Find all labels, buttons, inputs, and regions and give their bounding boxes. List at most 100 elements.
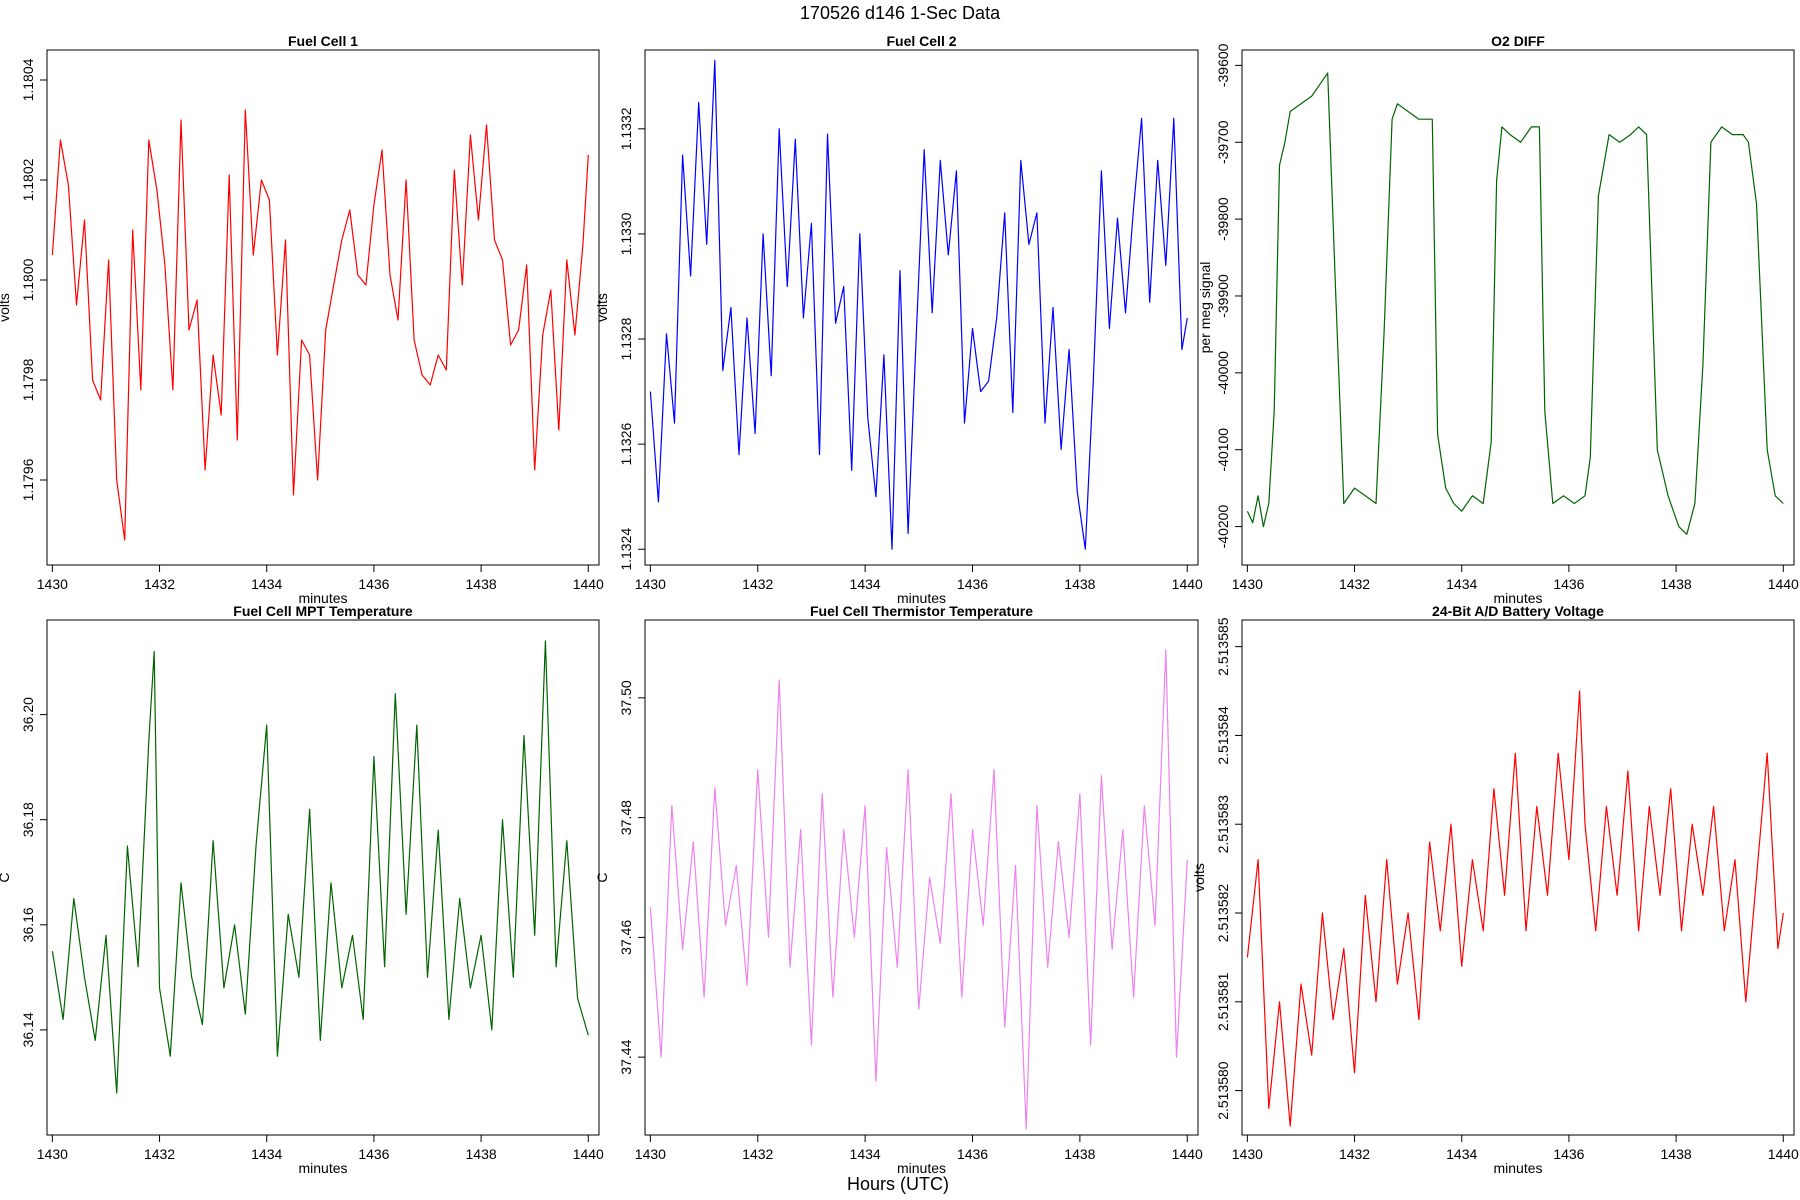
y-tick-label: 1.1324 bbox=[618, 528, 634, 571]
y-tick-label: 2.513582 bbox=[1215, 884, 1231, 943]
chart-panel: Fuel Cell MPT Temperature 1430 1432 1434 143… bbox=[0, 603, 604, 1176]
y-axis-label: C bbox=[594, 872, 610, 882]
chart-panel: Fuel Cell Thermistor Temperature 1430 1432… bbox=[594, 603, 1203, 1176]
x-tick-label: 1436 bbox=[358, 1146, 389, 1162]
y-tick-label: 1.1796 bbox=[20, 458, 36, 501]
x-tick-label: 1436 bbox=[358, 576, 389, 592]
y-tick-label: -39800 bbox=[1215, 197, 1231, 241]
series-line bbox=[51, 109, 589, 541]
x-tick-label: 1436 bbox=[957, 1146, 988, 1162]
x-tick-label: 1430 bbox=[635, 1146, 666, 1162]
figure-footer-label: Hours (UTC) bbox=[847, 1174, 949, 1194]
x-tick-label: 1440 bbox=[573, 1146, 604, 1162]
x-tick-label: 1432 bbox=[742, 1146, 773, 1162]
x-tick-label: 1432 bbox=[144, 576, 175, 592]
plot-frame bbox=[46, 49, 600, 566]
y-tick-label: -40100 bbox=[1215, 428, 1231, 472]
y-tick-label: 37.50 bbox=[618, 680, 634, 715]
y-tick-label: 1.1800 bbox=[20, 258, 36, 301]
y-tick-label: 1.1798 bbox=[20, 358, 36, 401]
x-tick-label: 1436 bbox=[1553, 1146, 1584, 1162]
y-axis-label: volts bbox=[1191, 863, 1207, 892]
panel-title: Fuel Cell 1 bbox=[288, 33, 358, 49]
x-tick-label: 1434 bbox=[251, 576, 282, 592]
plot-frame bbox=[644, 619, 1199, 1136]
x-tick-label: 1438 bbox=[1064, 1146, 1095, 1162]
x-tick-label: 1438 bbox=[1661, 1146, 1692, 1162]
series-line bbox=[1246, 72, 1784, 535]
y-tick-label: -39700 bbox=[1215, 120, 1231, 164]
y-axis-label: volts bbox=[594, 293, 610, 322]
chart-panel: Fuel Cell 2 1430 1432 1434 1436 1438 1440 minut… bbox=[594, 33, 1203, 606]
y-tick-label: 2.513581 bbox=[1215, 972, 1231, 1031]
panels-group: Fuel Cell 1 1430 1432 1434 1436 1438 1440 minut… bbox=[0, 33, 1799, 1176]
y-tick-label: -40000 bbox=[1215, 351, 1231, 395]
chart-panel: 24-Bit A/D Battery Voltage 1430 1432 1434 14… bbox=[1191, 603, 1799, 1176]
x-axis-label: minutes bbox=[298, 1160, 347, 1176]
panel-title: Fuel Cell 2 bbox=[886, 33, 956, 49]
figure-title: 170526 d146 1-Sec Data bbox=[800, 3, 1001, 23]
series-line bbox=[649, 59, 1188, 550]
series-line bbox=[649, 649, 1188, 1130]
x-tick-label: 1434 bbox=[1446, 1146, 1477, 1162]
x-tick-label: 1440 bbox=[1768, 576, 1799, 592]
y-tick-label: 36.20 bbox=[20, 697, 36, 732]
x-axis-label: minutes bbox=[298, 590, 347, 606]
x-tick-label: 1430 bbox=[1232, 1146, 1263, 1162]
y-tick-label: 1.1802 bbox=[20, 158, 36, 201]
x-tick-label: 1434 bbox=[1446, 576, 1477, 592]
x-tick-label: 1434 bbox=[251, 1146, 282, 1162]
y-tick-label: 1.1804 bbox=[20, 58, 36, 101]
chart-panel: Fuel Cell 1 1430 1432 1434 1436 1438 1440 minut… bbox=[0, 33, 604, 606]
y-tick-label: 1.1326 bbox=[618, 423, 634, 466]
y-tick-label: 2.513580 bbox=[1215, 1061, 1231, 1120]
x-tick-label: 1430 bbox=[1232, 576, 1263, 592]
y-tick-label: 2.513585 bbox=[1215, 617, 1231, 676]
x-axis-label: minutes bbox=[1493, 1160, 1542, 1176]
y-tick-label: 36.18 bbox=[20, 802, 36, 837]
y-axis-label: per meg signal bbox=[1197, 262, 1213, 354]
y-tick-label: 1.1328 bbox=[618, 317, 634, 360]
x-tick-label: 1438 bbox=[1661, 576, 1692, 592]
series-line bbox=[1246, 690, 1784, 1127]
y-tick-label: 36.16 bbox=[20, 907, 36, 942]
x-tick-label: 1436 bbox=[957, 576, 988, 592]
x-tick-label: 1434 bbox=[850, 1146, 881, 1162]
x-tick-label: 1432 bbox=[1339, 576, 1370, 592]
x-tick-label: 1430 bbox=[37, 1146, 68, 1162]
x-tick-label: 1438 bbox=[1064, 576, 1095, 592]
x-tick-label: 1440 bbox=[1172, 1146, 1203, 1162]
x-tick-label: 1432 bbox=[742, 576, 773, 592]
x-tick-label: 1430 bbox=[635, 576, 666, 592]
plot-frame bbox=[644, 49, 1199, 566]
x-tick-label: 1440 bbox=[1172, 576, 1203, 592]
x-tick-label: 1438 bbox=[466, 576, 497, 592]
x-axis-label: minutes bbox=[897, 590, 946, 606]
x-tick-label: 1440 bbox=[573, 576, 604, 592]
y-tick-label: -39900 bbox=[1215, 274, 1231, 318]
y-tick-label: 37.46 bbox=[618, 920, 634, 955]
x-axis-label: minutes bbox=[897, 1160, 946, 1176]
y-tick-label: 36.14 bbox=[20, 1012, 36, 1047]
plot-frame bbox=[46, 619, 600, 1136]
x-tick-label: 1438 bbox=[466, 1146, 497, 1162]
y-tick-label: 2.513583 bbox=[1215, 795, 1231, 854]
y-tick-label: 37.48 bbox=[618, 800, 634, 835]
x-tick-label: 1432 bbox=[144, 1146, 175, 1162]
chart-panel: O2 DIFF 1430 1432 1434 1436 1438 1440 minutes -3… bbox=[1197, 33, 1799, 606]
x-tick-label: 1432 bbox=[1339, 1146, 1370, 1162]
panel-title: Fuel Cell Thermistor Temperature bbox=[810, 603, 1033, 619]
x-tick-label: 1430 bbox=[37, 576, 68, 592]
panel-title: O2 DIFF bbox=[1491, 33, 1545, 49]
y-tick-label: -39600 bbox=[1215, 43, 1231, 87]
x-tick-label: 1440 bbox=[1768, 1146, 1799, 1162]
y-tick-label: -40200 bbox=[1215, 505, 1231, 549]
y-tick-label: 1.1332 bbox=[618, 107, 634, 150]
y-tick-label: 1.1330 bbox=[618, 212, 634, 255]
panel-title: Fuel Cell MPT Temperature bbox=[233, 603, 413, 619]
plot-frame bbox=[1241, 49, 1795, 566]
series-line bbox=[51, 640, 589, 1094]
panel-title: 24-Bit A/D Battery Voltage bbox=[1432, 603, 1604, 619]
y-tick-label: 2.513584 bbox=[1215, 706, 1231, 765]
